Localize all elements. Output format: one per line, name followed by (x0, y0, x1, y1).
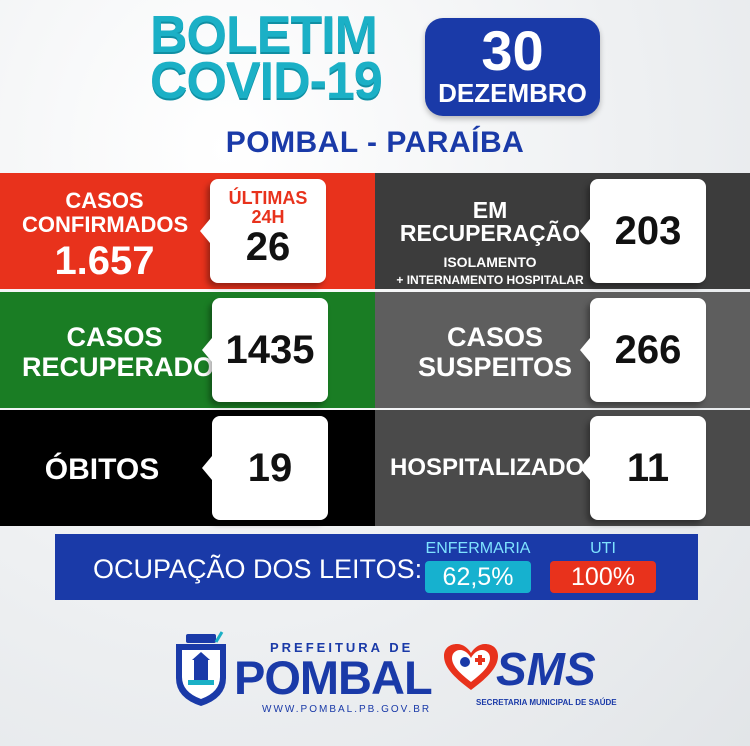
confirmed-label: CASOS CONFIRMADOS (22, 188, 189, 237)
recent-cases-box: ÚLTIMAS 24H 26 (200, 179, 326, 283)
recovering-panel: EM RECUPERAÇÃO ISOLAMENTO + INTERNAMENTO… (375, 173, 750, 289)
date-day: 30 (481, 19, 544, 82)
suspected-value-box: 266 (580, 298, 706, 402)
hospitalized-panel: HOSPITALIZADOS 11 (375, 410, 750, 526)
suspected-panel: CASOS SUSPEITOS 266 (375, 292, 750, 408)
ward-title: ENFERMARIA (425, 540, 531, 557)
title-line-1: BOLETIM (150, 6, 378, 64)
recovered-value: 1435 (225, 327, 315, 372)
bed-occupancy-label: OCUPAÇÃO DOS LEITOS: (93, 554, 423, 584)
recovered-value-box: 1435 (202, 298, 328, 402)
recent-cases-value: 26 (245, 225, 291, 269)
date-month: DEZEMBRO (438, 78, 587, 108)
ward-value: 62,5% (425, 561, 531, 593)
recovering-value-box: 203 (580, 179, 706, 283)
hospitalized-label: HOSPITALIZADOS (390, 454, 601, 481)
recent-cases-label: ÚLTIMAS 24H (228, 188, 308, 227)
bulletin-title: BOLETIM COVID-19 (150, 6, 420, 110)
hospitalized-value-box: 11 (580, 416, 706, 520)
icu-title: UTI (590, 540, 616, 557)
footer-logos: PREFEITURA DE POMBAL WWW.POMBAL.PB.GOV.B… (0, 620, 750, 740)
deaths-value: 19 (247, 445, 293, 490)
recovering-value: 203 (614, 208, 682, 253)
sms-subtitle: SECRETARIA MUNICIPAL DE SAÚDE (476, 698, 617, 707)
prefeitura-url: WWW.POMBAL.PB.GOV.BR (262, 704, 432, 715)
deaths-panel: ÓBITOS 19 (0, 410, 375, 526)
sms-heart-logo-icon (444, 644, 498, 690)
recovered-panel: CASOS RECUPERADOS 1435 (0, 292, 375, 408)
icu-value: 100% (550, 561, 656, 593)
suspected-value: 266 (614, 327, 682, 372)
pombal-coat-of-arms-icon (176, 631, 226, 706)
title-line-2: COVID-19 (150, 52, 383, 110)
recovered-label: CASOS RECUPERADOS (22, 322, 233, 382)
deaths-label: ÓBITOS (44, 453, 160, 486)
deaths-value-box: 19 (202, 416, 328, 520)
suspected-label: CASOS SUSPEITOS (417, 322, 573, 382)
confirmed-total: 1.657 (54, 239, 155, 283)
prefeitura-name: POMBAL (234, 651, 433, 704)
sms-name: SMS (496, 643, 596, 695)
bed-occupancy-bar: OCUPAÇÃO DOS LEITOS: ENFERMARIA 62,5% UT… (55, 534, 698, 600)
hospitalized-value: 11 (626, 445, 670, 490)
prefeitura-top: PREFEITURA DE (270, 640, 414, 655)
date-badge: 30 DEZEMBRO (425, 18, 600, 116)
confirmed-panel: CASOS CONFIRMADOS 1.657 ÚLTIMAS 24H 26 (0, 173, 375, 289)
location-title: POMBAL - PARAÍBA (225, 126, 525, 159)
recovering-label: EM RECUPERAÇÃO ISOLAMENTO + INTERNAMENTO… (396, 197, 584, 287)
